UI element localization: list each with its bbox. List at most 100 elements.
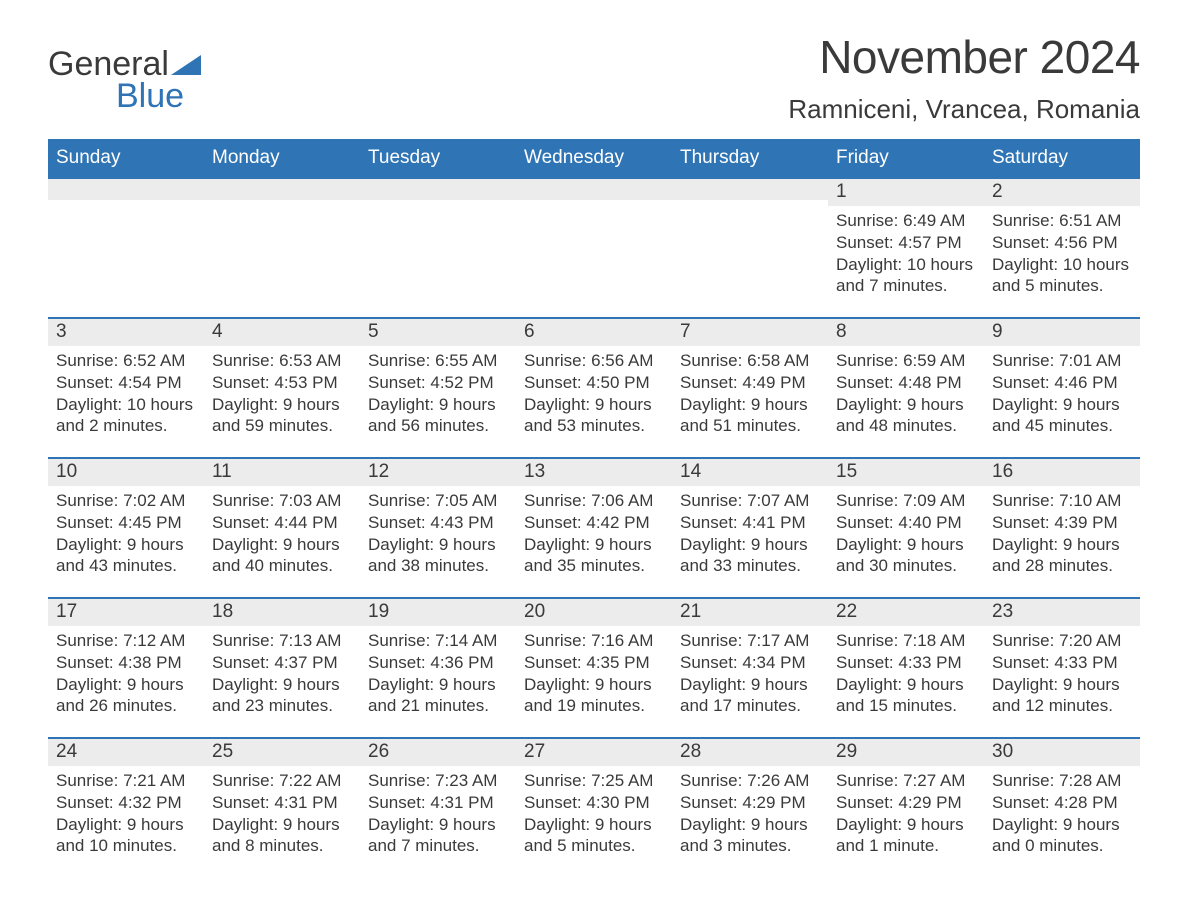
day-details: Sunrise: 7:10 AMSunset: 4:39 PMDaylight:… [984, 486, 1140, 577]
day-number: 12 [360, 457, 516, 486]
day-details: Sunrise: 7:05 AMSunset: 4:43 PMDaylight:… [360, 486, 516, 577]
day-details: Sunrise: 7:02 AMSunset: 4:45 PMDaylight:… [48, 486, 204, 577]
day-details: Sunrise: 6:56 AMSunset: 4:50 PMDaylight:… [516, 346, 672, 437]
logo-word1: General [48, 48, 169, 80]
day-details: Sunrise: 7:20 AMSunset: 4:33 PMDaylight:… [984, 626, 1140, 717]
sunset-text: Sunset: 4:50 PM [524, 372, 664, 394]
sunset-text: Sunset: 4:45 PM [56, 512, 196, 534]
day-number: 27 [516, 737, 672, 766]
day-number: 10 [48, 457, 204, 486]
day-number: 21 [672, 597, 828, 626]
week-row: 1Sunrise: 6:49 AMSunset: 4:57 PMDaylight… [48, 177, 1140, 317]
header: General Blue November 2024 Ramniceni, Vr… [48, 30, 1140, 125]
sunrise-text: Sunrise: 7:03 AM [212, 490, 352, 512]
sunset-text: Sunset: 4:32 PM [56, 792, 196, 814]
sunrise-text: Sunrise: 7:23 AM [368, 770, 508, 792]
day-details: Sunrise: 7:01 AMSunset: 4:46 PMDaylight:… [984, 346, 1140, 437]
daylight-text: Daylight: 9 hours and 0 minutes. [992, 814, 1132, 858]
title-block: November 2024 Ramniceni, Vrancea, Romani… [788, 30, 1140, 125]
triangle-icon [171, 48, 201, 80]
sunrise-text: Sunrise: 6:52 AM [56, 350, 196, 372]
col-friday: Friday [828, 139, 984, 177]
day-number: 19 [360, 597, 516, 626]
sunset-text: Sunset: 4:38 PM [56, 652, 196, 674]
week-row: 10Sunrise: 7:02 AMSunset: 4:45 PMDayligh… [48, 457, 1140, 597]
sunset-text: Sunset: 4:43 PM [368, 512, 508, 534]
day-cell: 10Sunrise: 7:02 AMSunset: 4:45 PMDayligh… [48, 457, 204, 597]
sunset-text: Sunset: 4:29 PM [836, 792, 976, 814]
day-cell: 7Sunrise: 6:58 AMSunset: 4:49 PMDaylight… [672, 317, 828, 457]
day-details: Sunrise: 7:22 AMSunset: 4:31 PMDaylight:… [204, 766, 360, 857]
sunrise-text: Sunrise: 6:59 AM [836, 350, 976, 372]
day-number: 9 [984, 317, 1140, 346]
day-details: Sunrise: 7:27 AMSunset: 4:29 PMDaylight:… [828, 766, 984, 857]
daylight-text: Daylight: 9 hours and 10 minutes. [56, 814, 196, 858]
daylight-text: Daylight: 9 hours and 8 minutes. [212, 814, 352, 858]
day-cell: 16Sunrise: 7:10 AMSunset: 4:39 PMDayligh… [984, 457, 1140, 597]
day-number [360, 177, 516, 200]
day-cell: 27Sunrise: 7:25 AMSunset: 4:30 PMDayligh… [516, 737, 672, 877]
header-row: Sunday Monday Tuesday Wednesday Thursday… [48, 139, 1140, 177]
sunrise-text: Sunrise: 6:56 AM [524, 350, 664, 372]
day-cell [204, 177, 360, 317]
sunset-text: Sunset: 4:52 PM [368, 372, 508, 394]
day-number [672, 177, 828, 200]
day-cell: 21Sunrise: 7:17 AMSunset: 4:34 PMDayligh… [672, 597, 828, 737]
day-details: Sunrise: 7:23 AMSunset: 4:31 PMDaylight:… [360, 766, 516, 857]
sunrise-text: Sunrise: 7:07 AM [680, 490, 820, 512]
week-row: 17Sunrise: 7:12 AMSunset: 4:38 PMDayligh… [48, 597, 1140, 737]
daylight-text: Daylight: 9 hours and 23 minutes. [212, 674, 352, 718]
day-cell: 15Sunrise: 7:09 AMSunset: 4:40 PMDayligh… [828, 457, 984, 597]
sunset-text: Sunset: 4:35 PM [524, 652, 664, 674]
day-cell: 23Sunrise: 7:20 AMSunset: 4:33 PMDayligh… [984, 597, 1140, 737]
day-number: 29 [828, 737, 984, 766]
day-cell: 19Sunrise: 7:14 AMSunset: 4:36 PMDayligh… [360, 597, 516, 737]
sunrise-text: Sunrise: 7:06 AM [524, 490, 664, 512]
daylight-text: Daylight: 10 hours and 7 minutes. [836, 254, 976, 298]
sunrise-text: Sunrise: 7:05 AM [368, 490, 508, 512]
sunrise-text: Sunrise: 7:21 AM [56, 770, 196, 792]
daylight-text: Daylight: 9 hours and 40 minutes. [212, 534, 352, 578]
sunset-text: Sunset: 4:34 PM [680, 652, 820, 674]
day-details: Sunrise: 7:06 AMSunset: 4:42 PMDaylight:… [516, 486, 672, 577]
sunset-text: Sunset: 4:30 PM [524, 792, 664, 814]
daylight-text: Daylight: 9 hours and 19 minutes. [524, 674, 664, 718]
sunset-text: Sunset: 4:31 PM [212, 792, 352, 814]
daylight-text: Daylight: 9 hours and 51 minutes. [680, 394, 820, 438]
location: Ramniceni, Vrancea, Romania [788, 94, 1140, 125]
sunrise-text: Sunrise: 7:12 AM [56, 630, 196, 652]
sunset-text: Sunset: 4:40 PM [836, 512, 976, 534]
day-cell: 9Sunrise: 7:01 AMSunset: 4:46 PMDaylight… [984, 317, 1140, 457]
sunrise-text: Sunrise: 7:22 AM [212, 770, 352, 792]
day-details: Sunrise: 6:59 AMSunset: 4:48 PMDaylight:… [828, 346, 984, 437]
col-thursday: Thursday [672, 139, 828, 177]
day-cell: 4Sunrise: 6:53 AMSunset: 4:53 PMDaylight… [204, 317, 360, 457]
day-details: Sunrise: 6:55 AMSunset: 4:52 PMDaylight:… [360, 346, 516, 437]
day-cell: 22Sunrise: 7:18 AMSunset: 4:33 PMDayligh… [828, 597, 984, 737]
day-cell [360, 177, 516, 317]
sunrise-text: Sunrise: 7:16 AM [524, 630, 664, 652]
day-number: 16 [984, 457, 1140, 486]
sunset-text: Sunset: 4:54 PM [56, 372, 196, 394]
sunrise-text: Sunrise: 6:51 AM [992, 210, 1132, 232]
day-details: Sunrise: 7:03 AMSunset: 4:44 PMDaylight:… [204, 486, 360, 577]
sunrise-text: Sunrise: 6:55 AM [368, 350, 508, 372]
day-cell: 14Sunrise: 7:07 AMSunset: 4:41 PMDayligh… [672, 457, 828, 597]
daylight-text: Daylight: 9 hours and 28 minutes. [992, 534, 1132, 578]
sunset-text: Sunset: 4:48 PM [836, 372, 976, 394]
day-number: 2 [984, 177, 1140, 206]
sunrise-text: Sunrise: 7:20 AM [992, 630, 1132, 652]
day-details: Sunrise: 7:18 AMSunset: 4:33 PMDaylight:… [828, 626, 984, 717]
daylight-text: Daylight: 9 hours and 7 minutes. [368, 814, 508, 858]
day-number: 11 [204, 457, 360, 486]
day-number: 13 [516, 457, 672, 486]
sunset-text: Sunset: 4:37 PM [212, 652, 352, 674]
day-number [48, 177, 204, 200]
daylight-text: Daylight: 9 hours and 3 minutes. [680, 814, 820, 858]
daylight-text: Daylight: 9 hours and 1 minute. [836, 814, 976, 858]
daylight-text: Daylight: 9 hours and 53 minutes. [524, 394, 664, 438]
sunset-text: Sunset: 4:46 PM [992, 372, 1132, 394]
sunrise-text: Sunrise: 7:02 AM [56, 490, 196, 512]
sunset-text: Sunset: 4:29 PM [680, 792, 820, 814]
day-number: 24 [48, 737, 204, 766]
